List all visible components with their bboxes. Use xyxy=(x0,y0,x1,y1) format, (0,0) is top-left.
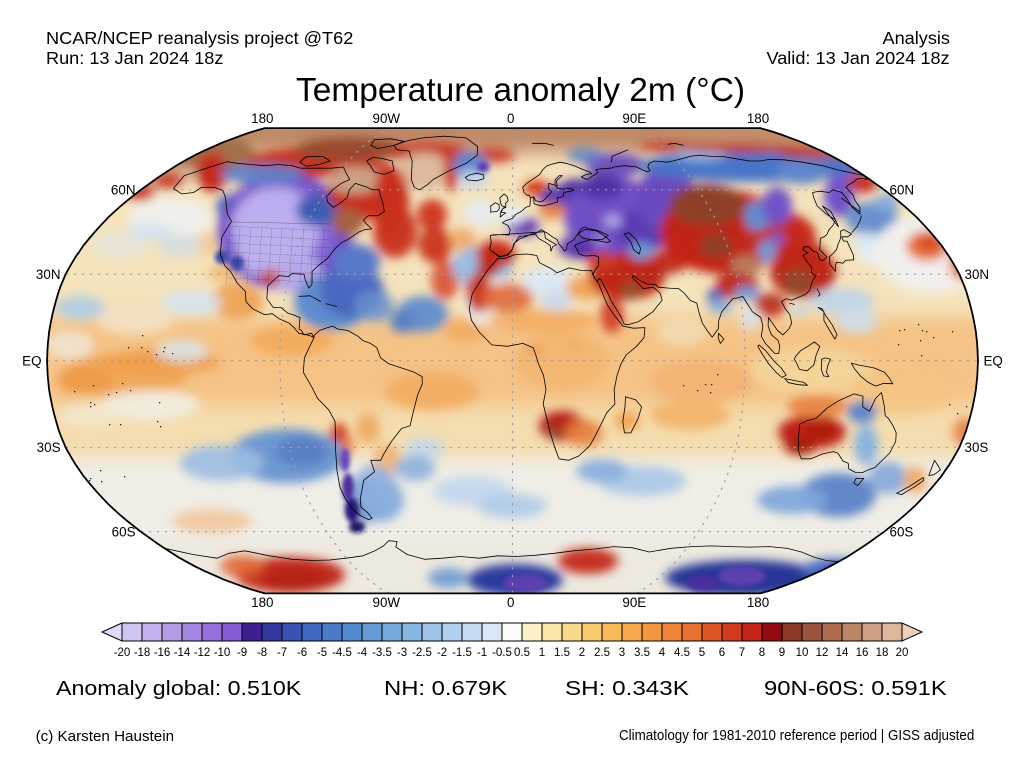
svg-text:-3: -3 xyxy=(397,647,407,659)
svg-text:18: 18 xyxy=(876,647,889,659)
svg-text:3: 3 xyxy=(619,647,625,659)
svg-text:-3.5: -3.5 xyxy=(372,647,392,659)
svg-text:EQ: EQ xyxy=(984,354,1003,369)
svg-text:180: 180 xyxy=(747,595,769,610)
svg-text:-12: -12 xyxy=(194,647,211,659)
svg-text:30N: 30N xyxy=(36,267,61,282)
svg-text:20: 20 xyxy=(896,647,909,659)
svg-text:60N: 60N xyxy=(890,183,915,198)
svg-text:0: 0 xyxy=(507,111,514,126)
svg-text:4: 4 xyxy=(659,647,666,659)
svg-text:30S: 30S xyxy=(965,440,989,455)
svg-text:EQ: EQ xyxy=(22,354,41,369)
svg-text:60S: 60S xyxy=(890,524,914,539)
svg-text:14: 14 xyxy=(836,647,849,659)
svg-text:180: 180 xyxy=(251,111,273,126)
svg-text:-10: -10 xyxy=(214,647,231,659)
svg-text:-5: -5 xyxy=(317,647,327,659)
svg-text:-4: -4 xyxy=(357,647,368,659)
svg-text:12: 12 xyxy=(816,647,829,659)
svg-text:30S: 30S xyxy=(37,440,61,455)
svg-text:7: 7 xyxy=(739,647,745,659)
svg-text:-14: -14 xyxy=(174,647,191,659)
svg-text:8: 8 xyxy=(759,647,765,659)
svg-text:0.5: 0.5 xyxy=(514,647,530,659)
svg-text:16: 16 xyxy=(856,647,869,659)
svg-text:9: 9 xyxy=(779,647,785,659)
svg-text:3.5: 3.5 xyxy=(634,647,650,659)
svg-text:90E: 90E xyxy=(622,595,646,610)
svg-text:-8: -8 xyxy=(257,647,267,659)
svg-text:180: 180 xyxy=(747,111,769,126)
svg-text:10: 10 xyxy=(796,647,809,659)
svg-text:-1.5: -1.5 xyxy=(452,647,472,659)
svg-text:-1: -1 xyxy=(477,647,487,659)
svg-text:90W: 90W xyxy=(373,111,401,126)
svg-text:-0.5: -0.5 xyxy=(492,647,512,659)
svg-text:2.5: 2.5 xyxy=(594,647,610,659)
svg-text:-18: -18 xyxy=(134,647,151,659)
svg-text:-20: -20 xyxy=(114,647,131,659)
svg-text:180: 180 xyxy=(251,595,273,610)
svg-text:60S: 60S xyxy=(112,524,136,539)
svg-text:1: 1 xyxy=(539,647,545,659)
svg-text:2: 2 xyxy=(579,647,585,659)
svg-text:60N: 60N xyxy=(111,183,136,198)
svg-text:-9: -9 xyxy=(237,647,247,659)
svg-text:30N: 30N xyxy=(965,267,990,282)
svg-text:-4.5: -4.5 xyxy=(332,647,352,659)
svg-text:4.5: 4.5 xyxy=(674,647,690,659)
svg-text:-6: -6 xyxy=(297,647,307,659)
svg-text:0: 0 xyxy=(507,595,514,610)
svg-text:-16: -16 xyxy=(154,647,171,659)
svg-text:90W: 90W xyxy=(373,595,401,610)
svg-text:1.5: 1.5 xyxy=(554,647,570,659)
svg-text:-2.5: -2.5 xyxy=(412,647,432,659)
svg-text:90E: 90E xyxy=(622,111,646,126)
svg-text:-7: -7 xyxy=(277,647,287,659)
svg-text:6: 6 xyxy=(719,647,725,659)
svg-text:-2: -2 xyxy=(437,647,447,659)
svg-text:5: 5 xyxy=(699,647,705,659)
